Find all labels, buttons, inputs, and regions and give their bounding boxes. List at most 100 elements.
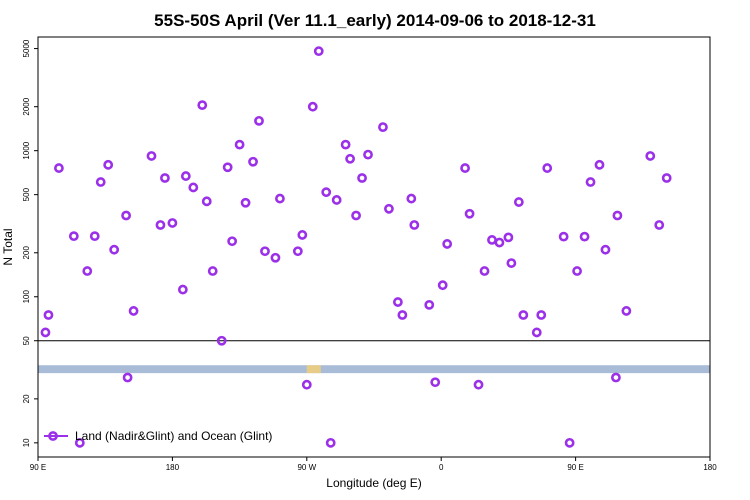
x-tick-label: 180 [166, 463, 180, 472]
y-tick-label: 20 [22, 394, 31, 403]
data-point [216, 335, 227, 346]
data-point [487, 235, 497, 245]
data-point [600, 244, 611, 255]
band-rect [38, 365, 710, 374]
y-axis-label: N Total [1, 228, 15, 265]
data-points [40, 46, 672, 448]
data-point [188, 182, 199, 193]
x-tick-label: 180 [703, 463, 717, 472]
data-point [442, 239, 453, 249]
data-point [321, 187, 332, 198]
y-tick-label: 500 [22, 187, 31, 201]
data-point [331, 195, 342, 205]
band-highlight [306, 365, 321, 374]
x-tick-label: 90 W [297, 463, 316, 472]
data-point [378, 122, 388, 133]
data-point [234, 139, 245, 150]
data-point [351, 210, 361, 221]
data-point [594, 159, 605, 170]
data-point [558, 231, 569, 242]
data-point [536, 310, 547, 320]
data-point [397, 310, 408, 320]
x-tick-label: 0 [439, 463, 444, 472]
data-point [506, 258, 517, 268]
data-point [531, 327, 542, 338]
y-tick-label: 100 [22, 290, 31, 304]
y-tick-label: 2000 [22, 97, 31, 115]
data-point [645, 151, 656, 161]
data-point [155, 220, 166, 230]
data-point [74, 437, 85, 448]
legend-marker [48, 431, 58, 441]
data-point [579, 231, 590, 242]
data-point [260, 246, 270, 257]
data-point [564, 437, 575, 448]
data-point [297, 230, 308, 240]
chart-title: 55S-50S April (Ver 11.1_early) 2014-09-0… [154, 11, 596, 30]
data-point [270, 252, 281, 263]
data-point [122, 372, 133, 383]
data-point [180, 171, 191, 181]
data-point [197, 100, 208, 111]
data-point [292, 246, 303, 257]
data-point [103, 159, 114, 170]
x-tick-label: 90 E [30, 463, 46, 472]
data-point [494, 237, 505, 248]
y-tick-label: 200 [22, 246, 31, 260]
data-point [424, 299, 435, 310]
data-point [43, 310, 54, 320]
data-point [612, 210, 623, 221]
data-point [479, 266, 490, 276]
data-point [54, 163, 64, 173]
data-point [340, 139, 351, 150]
data-point [177, 284, 188, 295]
data-point [82, 266, 93, 276]
legend-label: Land (Nadir&Glint) and Ocean (Glint) [75, 429, 272, 443]
y-axis: 10 20 50 100 200 500 1000 2000 5000 [22, 39, 38, 447]
data-point [89, 231, 100, 242]
y-tick-label: 1000 [22, 141, 31, 159]
data-point [363, 149, 373, 160]
data-point [68, 231, 79, 242]
data-point [430, 377, 441, 388]
data-point [248, 156, 258, 167]
y-tick-label: 10 [22, 438, 31, 447]
data-point [121, 210, 132, 221]
data-point [201, 196, 212, 207]
data-point [240, 197, 251, 208]
y-tick-label: 5000 [22, 39, 31, 57]
data-point [384, 203, 394, 214]
data-point [661, 173, 672, 183]
data-point [611, 372, 621, 383]
data-point [345, 153, 356, 164]
data-point [542, 163, 553, 173]
data-point [473, 379, 484, 390]
data-point [109, 244, 120, 255]
data-point [40, 327, 51, 338]
data-point [585, 177, 596, 187]
data-point [146, 151, 157, 161]
data-point [167, 218, 178, 228]
data-point [437, 280, 448, 291]
plot-frame [37, 36, 711, 458]
data-point [503, 232, 514, 243]
x-axis: 90 E 180 90 W 0 90 E 180 [30, 457, 717, 472]
data-point [409, 220, 420, 230]
data-point [392, 297, 403, 307]
data-point [95, 177, 106, 187]
y-tick-label: 50 [22, 336, 31, 345]
x-axis-label: Longitude (deg E) [326, 476, 421, 490]
data-point [307, 101, 318, 112]
data-point [128, 306, 139, 316]
data-point [406, 193, 417, 204]
data-point [621, 306, 632, 316]
data-point [301, 379, 312, 390]
data-point [325, 437, 336, 448]
data-point [513, 197, 524, 207]
data-point [518, 310, 529, 320]
data-point [160, 173, 170, 183]
data-point [222, 162, 233, 173]
data-point [572, 266, 582, 276]
data-point [460, 163, 470, 173]
data-point [654, 220, 665, 230]
